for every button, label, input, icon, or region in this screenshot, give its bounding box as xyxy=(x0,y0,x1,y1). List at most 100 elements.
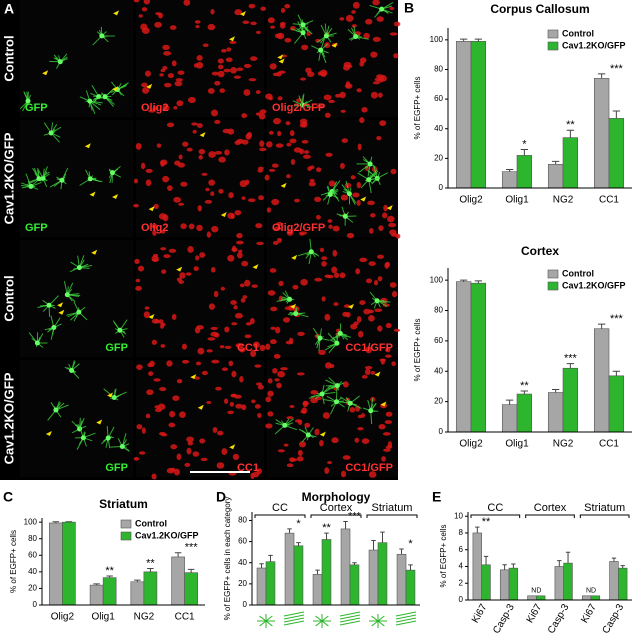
bar xyxy=(184,572,198,606)
nucleus xyxy=(186,436,194,443)
nucleus xyxy=(376,16,384,22)
nucleus xyxy=(267,290,276,296)
nucleus xyxy=(299,148,305,155)
nucleus xyxy=(176,379,183,384)
nucleus xyxy=(176,277,182,282)
cell-body xyxy=(36,176,42,182)
nucleus xyxy=(207,87,215,94)
nucleus xyxy=(211,71,219,76)
nucleus xyxy=(135,285,142,291)
nucleus xyxy=(342,381,349,388)
nucleus xyxy=(284,3,291,9)
group-label: Cortex xyxy=(320,502,353,514)
bar xyxy=(608,375,625,433)
nucleus xyxy=(210,326,218,331)
nucleus xyxy=(161,433,168,437)
bar xyxy=(516,155,533,189)
nucleus xyxy=(212,426,218,434)
nucleus xyxy=(210,9,215,15)
nucleus xyxy=(340,470,347,478)
arrowhead xyxy=(58,309,65,315)
nucleus xyxy=(321,256,328,261)
nucleus xyxy=(201,370,208,376)
nucleus xyxy=(194,20,201,24)
micrograph xyxy=(133,359,264,480)
nucleus xyxy=(383,448,391,452)
significance-label: *** xyxy=(348,510,362,522)
error-bar xyxy=(474,38,483,42)
cell-body xyxy=(347,400,353,406)
nucleus xyxy=(356,88,362,93)
error-bar xyxy=(315,569,320,575)
nucleus xyxy=(163,254,171,259)
nucleus xyxy=(345,81,351,88)
bar xyxy=(293,545,304,606)
row-label: Control xyxy=(1,275,16,321)
micrograph xyxy=(20,360,133,477)
bar xyxy=(368,549,379,606)
group-label: CC xyxy=(272,502,288,514)
group-label: CC xyxy=(487,502,503,514)
panel-letter: A xyxy=(4,1,14,17)
nucleus xyxy=(388,222,397,228)
cell-body xyxy=(334,399,340,405)
group-bracket xyxy=(366,514,418,518)
image-label: Olig2/GFP xyxy=(272,222,325,234)
legend-swatch xyxy=(547,269,559,279)
significance-label: ** xyxy=(146,557,155,569)
icon-stroke xyxy=(339,617,361,623)
nucleus xyxy=(177,70,185,75)
nucleus xyxy=(208,303,215,310)
cell-body xyxy=(69,368,75,374)
cell-body xyxy=(287,296,293,302)
nucleus xyxy=(314,196,322,203)
nucleus xyxy=(242,20,250,25)
icon-stroke xyxy=(321,615,329,622)
nucleus xyxy=(221,367,229,372)
cell-body xyxy=(105,435,111,441)
nucleus xyxy=(173,468,180,476)
nucleus xyxy=(211,359,220,364)
cell-body xyxy=(368,408,374,414)
nucleus xyxy=(300,77,306,81)
error-bar xyxy=(106,575,113,578)
nucleus xyxy=(168,248,177,253)
nucleus xyxy=(270,339,277,345)
bar xyxy=(501,171,518,189)
legend-label: Cav1.2KO/GFP xyxy=(562,280,626,290)
nucleus xyxy=(241,113,248,119)
icon-stroke xyxy=(265,620,273,627)
nucleus xyxy=(267,390,274,397)
y-tick-label: 40 xyxy=(238,558,247,567)
nucleus xyxy=(141,7,148,12)
bar xyxy=(396,553,407,606)
cell-body xyxy=(76,265,82,271)
nucleus xyxy=(206,400,212,405)
icon-stroke xyxy=(283,617,305,623)
nucleus xyxy=(167,185,173,191)
arrowhead xyxy=(278,58,285,64)
y-tick-label: 40 xyxy=(28,567,37,576)
nucleus xyxy=(333,302,339,307)
nucleus xyxy=(196,54,203,61)
group-bracket xyxy=(525,514,575,518)
bar xyxy=(265,561,276,606)
nucleus xyxy=(270,306,278,312)
error-bar xyxy=(502,564,507,570)
nucleus xyxy=(206,231,212,238)
cell-body xyxy=(346,191,352,197)
group-label: Cortex xyxy=(534,502,567,514)
nucleus xyxy=(324,313,331,321)
nucleus xyxy=(296,372,305,376)
nucleus xyxy=(340,194,348,201)
nucleus xyxy=(217,70,225,78)
icon-stroke xyxy=(321,620,329,627)
micrograph-background xyxy=(136,120,264,237)
error-bar xyxy=(520,390,529,395)
nucleus xyxy=(213,290,219,298)
x-tick-label: NG2 xyxy=(553,439,574,450)
arrowhead xyxy=(319,431,326,437)
cell-body xyxy=(334,383,340,389)
nucleus xyxy=(199,252,206,258)
nucleus xyxy=(255,90,261,95)
